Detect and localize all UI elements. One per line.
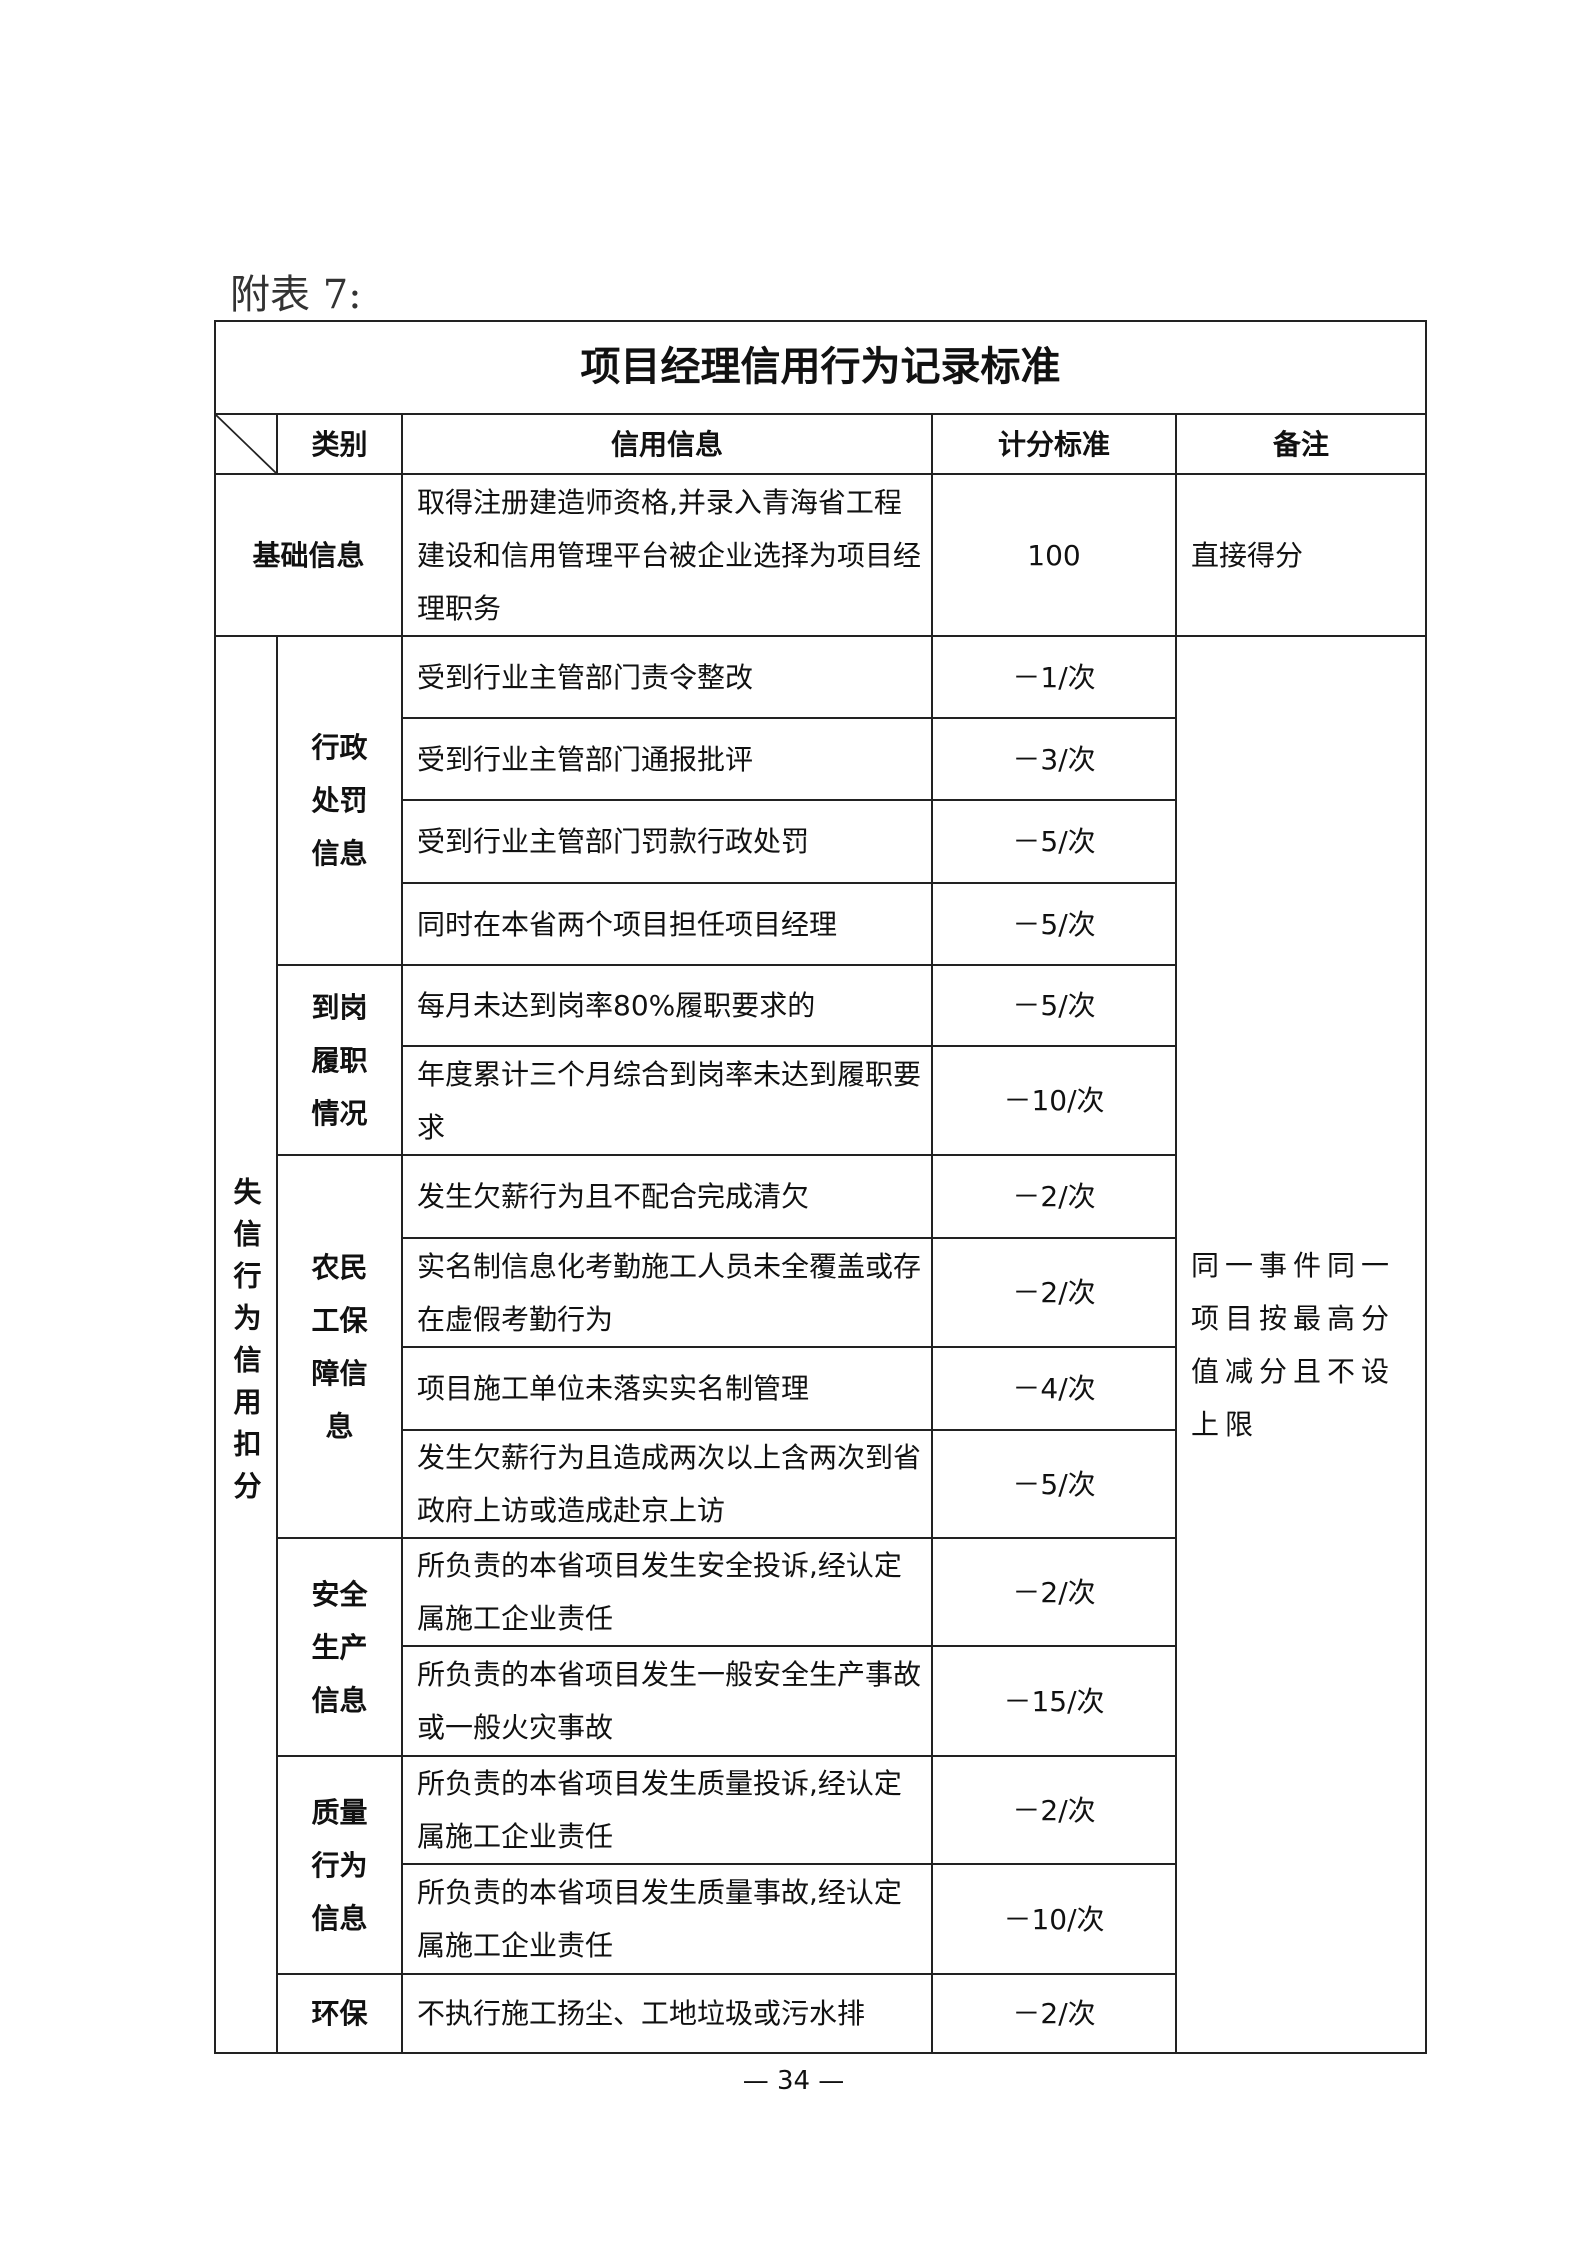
group-name: 环保: [276, 1973, 403, 2054]
score-standard: －2/次: [931, 1237, 1177, 1348]
table-row: 失信行为信用扣分 行政处罚信息 受到行业主管部门责令整改 －1/次 同一事件同一项目按最…: [214, 635, 1428, 2054]
score-standard: －2/次: [931, 1537, 1177, 1647]
credit-info: 实名制信息化考勤施工人员未全覆盖或存在虚假考勤行为: [401, 1237, 933, 1348]
page-number: — 34 —: [742, 2066, 845, 2096]
score-standard: －2/次: [931, 1973, 1177, 2054]
credit-info: 同时在本省两个项目担任项目经理: [401, 882, 933, 966]
score-standard: －5/次: [931, 799, 1177, 884]
table-row: 年度累计三个月综合到岗率未达到履职要求 －10/次: [215, 1045, 1426, 1156]
table-row: 到岗履职情况 每月未达到岗率80%履职要求的 －5/次: [215, 964, 1426, 1156]
basic-info: 取得注册建造师资格,并录入青海省工程建设和信用管理平台被企业选择为项目经理职务: [401, 473, 933, 637]
group-name: 行政处罚信息: [276, 635, 403, 966]
table-title: 项目经理信用行为记录标准: [213, 320, 1428, 415]
credit-info: 受到行业主管部门责令整改: [401, 635, 933, 719]
appendix-caption: 附表 7:: [230, 272, 362, 318]
table-row: 项目施工单位未落实实名制管理 －4/次: [215, 1346, 1426, 1431]
deduction-remark: 同一事件同一项目按最高分值减分且不设上限: [1174, 635, 1428, 2054]
header-category: 类别: [276, 413, 403, 475]
deduction-category: 失信行为信用扣分: [214, 635, 278, 2054]
credit-info: 发生欠薪行为且不配合完成清欠: [401, 1154, 933, 1239]
group-name: 质量行为信息: [276, 1755, 403, 1975]
score-standard: －5/次: [931, 882, 1177, 966]
credit-info: 所负责的本省项目发生安全投诉,经认定属施工企业责任: [401, 1537, 933, 1647]
credit-info: 不执行施工扬尘、工地垃圾或污水排: [401, 1973, 933, 2054]
score-standard: －3/次: [931, 717, 1177, 801]
score-standard: －2/次: [931, 1755, 1177, 1865]
score-standard: －1/次: [931, 635, 1177, 719]
score-standard: －4/次: [931, 1346, 1177, 1431]
credit-info: 受到行业主管部门通报批评: [401, 717, 933, 801]
basic-category: 基础信息: [214, 473, 403, 637]
credit-info: 所负责的本省项目发生质量投诉,经认定属施工企业责任: [401, 1755, 933, 1865]
credit-info: 每月未达到岗率80%履职要求的: [401, 964, 933, 1047]
score-standard: －15/次: [931, 1645, 1177, 1757]
credit-info: 所负责的本省项目发生一般安全生产事故或一般火灾事故: [401, 1645, 933, 1757]
score-standard: －5/次: [931, 1429, 1177, 1539]
table-row: 环保 不执行施工扬尘、工地垃圾或污水排 －2/次: [215, 1973, 1426, 2054]
credit-info: 受到行业主管部门罚款行政处罚: [401, 799, 933, 884]
table-row: 受到行业主管部门罚款行政处罚 －5/次: [215, 799, 1426, 884]
table-row: 发生欠薪行为且造成两次以上含两次到省政府上访或造成赴京上访 －5/次: [215, 1429, 1426, 1539]
credit-info: 项目施工单位未落实实名制管理: [401, 1346, 933, 1431]
group-name: 农民工保障信息: [276, 1154, 403, 1539]
table-row: 所负责的本省项目发生质量事故,经认定属施工企业责任 －10/次: [215, 1863, 1426, 1975]
basic-score: 100: [931, 473, 1177, 637]
diagonal-header-cell: [214, 413, 278, 475]
group-name: 安全生产信息: [276, 1537, 403, 1757]
table-row: 农民工保障信息 发生欠薪行为且不配合完成清欠 －2/次: [215, 1154, 1426, 1539]
credit-info: 所负责的本省项目发生质量事故,经认定属施工企业责任: [401, 1863, 933, 1975]
table-row: 受到行业主管部门通报批评 －3/次: [215, 717, 1426, 801]
table-row: 所负责的本省项目发生一般安全生产事故或一般火灾事故 －15/次: [215, 1645, 1426, 1757]
score-standard: －5/次: [931, 964, 1177, 1047]
score-standard: －10/次: [931, 1863, 1177, 1975]
table-row: 同时在本省两个项目担任项目经理 －5/次: [215, 882, 1426, 966]
basic-remark: 直接得分: [1174, 473, 1428, 637]
header-remark: 备注: [1174, 413, 1428, 475]
credit-info: 发生欠薪行为且造成两次以上含两次到省政府上访或造成赴京上访: [401, 1429, 933, 1539]
score-standard: －2/次: [931, 1154, 1177, 1239]
header-score: 计分标准: [931, 413, 1177, 475]
table-row: 安全生产信息 所负责的本省项目发生安全投诉,经认定属施工企业责任 －2/次: [215, 1537, 1426, 1757]
credit-info: 年度累计三个月综合到岗率未达到履职要求: [401, 1045, 933, 1156]
credit-standard-table: 项目经理信用行为记录标准 类别 信用信息 计分标准 备注 基础信息 取得注册建造…: [213, 320, 1428, 2054]
header-row: 类别 信用信息 计分标准 备注: [214, 413, 1428, 475]
group-name: 到岗履职情况: [276, 964, 403, 1156]
table-title-row: 项目经理信用行为记录标准: [213, 320, 1428, 415]
basic-row: 基础信息 取得注册建造师资格,并录入青海省工程建设和信用管理平台被企业选择为项目…: [214, 473, 1428, 637]
header-info: 信用信息: [401, 413, 933, 475]
table-row: 质量行为信息 所负责的本省项目发生质量投诉,经认定属施工企业责任 －2/次: [215, 1755, 1426, 1975]
table-row: 实名制信息化考勤施工人员未全覆盖或存在虚假考勤行为 －2/次: [215, 1237, 1426, 1348]
score-standard: －10/次: [931, 1045, 1177, 1156]
